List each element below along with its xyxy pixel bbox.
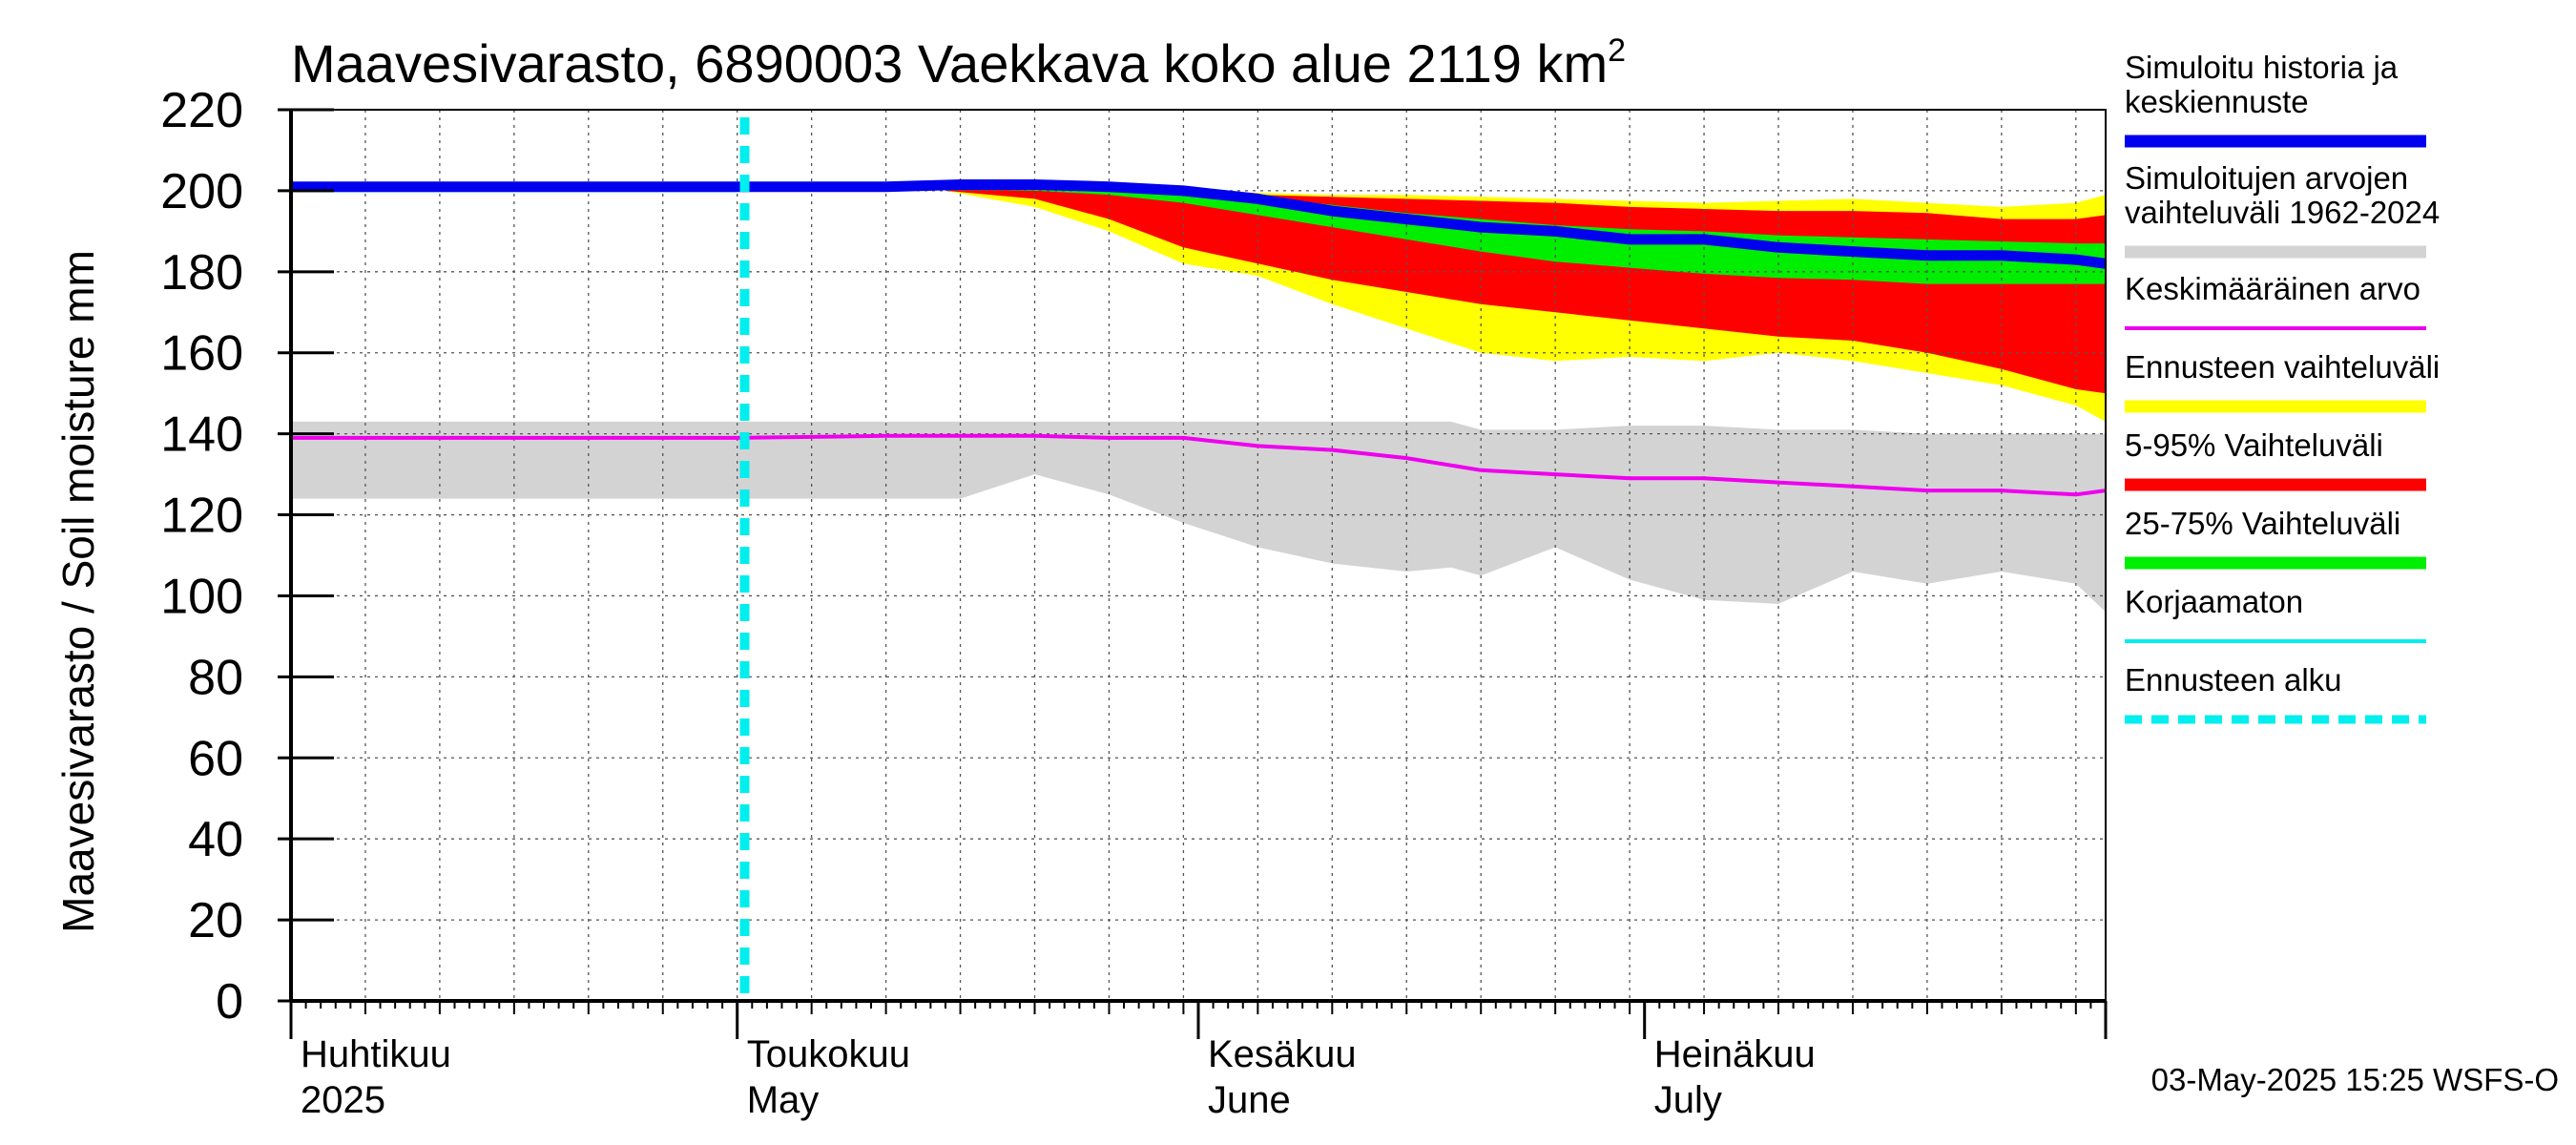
grid-lines	[291, 109, 2106, 1001]
legend-label: vaihteluväli 1962-2024	[2125, 195, 2440, 230]
legend-label: 25-75% Vaihteluväli	[2125, 506, 2400, 541]
month-label-en: June	[1208, 1079, 1291, 1121]
legend-label: keskiennuste	[2125, 84, 2309, 119]
month-label-en: July	[1654, 1079, 1722, 1121]
y-tick-label: 0	[216, 974, 243, 1030]
y-tick-label: 220	[160, 83, 243, 138]
axes: 0 20 40 60 80 100 120 140 160 180 200 220 Huhtikuu20…	[160, 83, 2108, 1121]
chart-title-superscript: 2	[1608, 32, 1626, 69]
y-tick-label: 160	[160, 326, 243, 382]
month-label-fi: Huhtikuu	[301, 1033, 451, 1075]
y-tick-label: 140	[160, 407, 243, 463]
grey-range-band	[291, 421, 2106, 613]
legend-label: Simuloitujen arvojen	[2125, 160, 2408, 196]
chart-title-main: Maavesivarasto, 6890003 Vaekkava koko al…	[291, 33, 1608, 94]
y-tick-label: 200	[160, 164, 243, 219]
simulated-mean-line	[291, 179, 2107, 269]
y-tick-label: 100	[160, 569, 243, 624]
series-lines	[291, 117, 2107, 1001]
chart-title: Maavesivarasto, 6890003 Vaekkava koko al…	[291, 32, 1626, 94]
average-line	[291, 433, 2107, 497]
legend-label: Ennusteen vaihteluväli	[2125, 349, 2440, 385]
legend-label: Ennusteen alku	[2125, 662, 2342, 697]
y-tick-label: 180	[160, 245, 243, 301]
y-tick-label: 40	[188, 812, 243, 867]
y-tick-label: 60	[188, 731, 243, 786]
legend-label: Keskimääräinen arvo	[2125, 271, 2420, 306]
timestamp: 03-May-2025 15:25 WSFS-O	[2151, 1062, 2559, 1097]
percentile-25-75-band	[989, 188, 2106, 284]
month-label-en: 2025	[301, 1079, 385, 1121]
month-label-en: May	[747, 1079, 820, 1121]
y-tick-label: 80	[188, 650, 243, 705]
y-axis-label: Maavesivarasto / Soil moisture mm	[53, 250, 103, 933]
legend-label: Korjaamaton	[2125, 584, 2303, 619]
y-tick-label: 20	[188, 893, 243, 948]
month-label-fi: Kesäkuu	[1208, 1033, 1357, 1075]
month-label-fi: Heinäkuu	[1654, 1033, 1816, 1075]
legend-label: Simuloitu historia ja	[2125, 50, 2399, 85]
month-label-fi: Toukokuu	[747, 1033, 910, 1075]
y-tick-label: 120	[160, 489, 243, 544]
legend-label: 5-95% Vaihteluväli	[2125, 427, 2383, 463]
